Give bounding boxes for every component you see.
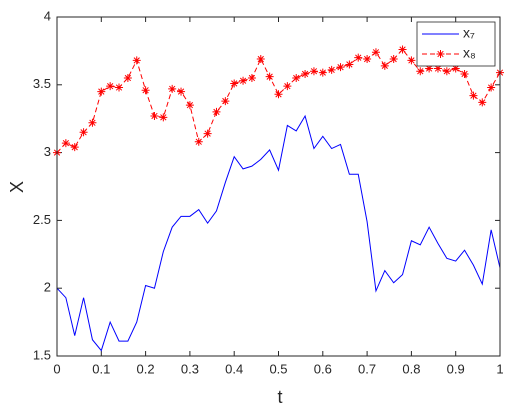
x-tick-label: 0.1 bbox=[92, 361, 110, 376]
plot-frame bbox=[56, 16, 501, 357]
marker bbox=[345, 60, 354, 69]
x-tick-label: 0.4 bbox=[225, 361, 243, 376]
y-tick-label: 3.5 bbox=[33, 76, 51, 91]
marker bbox=[194, 137, 203, 146]
marker bbox=[425, 64, 434, 73]
marker bbox=[265, 72, 274, 81]
x-axis-label: t bbox=[277, 387, 282, 407]
marker bbox=[177, 87, 186, 96]
marker bbox=[460, 69, 469, 78]
marker bbox=[185, 101, 194, 110]
y-tick-label: 2.5 bbox=[33, 212, 51, 227]
marker bbox=[141, 86, 150, 95]
marker bbox=[256, 55, 265, 64]
marker bbox=[327, 65, 336, 74]
marker bbox=[478, 98, 487, 107]
x-tick-label: 0.5 bbox=[269, 361, 287, 376]
x-tick-label: 0.3 bbox=[181, 361, 199, 376]
series-line bbox=[56, 114, 501, 352]
marker bbox=[247, 74, 256, 83]
marker bbox=[159, 113, 168, 122]
marker bbox=[239, 76, 248, 85]
y-tick-label: 4 bbox=[44, 8, 51, 23]
legend-marker bbox=[436, 50, 445, 58]
marker bbox=[451, 64, 460, 73]
marker bbox=[363, 55, 372, 64]
marker bbox=[301, 69, 310, 78]
x-tick-label: 0.7 bbox=[358, 361, 376, 376]
marker bbox=[88, 118, 97, 127]
marker bbox=[274, 90, 283, 99]
x-tick-label: 0.9 bbox=[447, 361, 465, 376]
marker bbox=[407, 56, 416, 65]
marker bbox=[132, 56, 141, 65]
marker bbox=[487, 83, 496, 92]
marker bbox=[283, 82, 292, 91]
y-tick-label: 1.5 bbox=[33, 347, 51, 362]
marker bbox=[106, 82, 115, 91]
marker bbox=[371, 48, 380, 57]
marker bbox=[212, 107, 221, 116]
x-tick-label: 0 bbox=[53, 361, 60, 376]
x-tick-label: 0.6 bbox=[314, 361, 332, 376]
marker bbox=[292, 74, 301, 83]
marker bbox=[442, 67, 451, 76]
marker bbox=[123, 74, 132, 83]
marker bbox=[336, 63, 345, 72]
marker bbox=[416, 67, 425, 76]
marker bbox=[389, 55, 398, 64]
y-axis-label: X bbox=[7, 181, 27, 193]
x-tick-label: 0.8 bbox=[402, 361, 420, 376]
legend-label: x₇ bbox=[463, 25, 475, 41]
marker bbox=[70, 143, 79, 152]
marker bbox=[354, 53, 363, 62]
legend-box bbox=[416, 21, 496, 67]
marker bbox=[61, 139, 70, 148]
x-tick-label: 1 bbox=[496, 361, 503, 376]
y-tick-label: 3 bbox=[44, 144, 51, 159]
marker bbox=[221, 97, 230, 106]
marker bbox=[309, 67, 318, 76]
marker bbox=[203, 129, 212, 138]
marker bbox=[469, 91, 478, 100]
x-tick-label: 0.2 bbox=[137, 361, 155, 376]
marker bbox=[168, 84, 177, 93]
marker bbox=[380, 61, 389, 70]
marker bbox=[97, 87, 106, 96]
marker bbox=[318, 68, 327, 77]
y-tick-label: 2 bbox=[44, 280, 51, 295]
series-line bbox=[56, 48, 501, 153]
marker bbox=[230, 79, 239, 88]
legend-label: x₈ bbox=[463, 45, 476, 61]
marker bbox=[150, 111, 159, 120]
marker bbox=[398, 45, 407, 54]
marker bbox=[79, 128, 88, 137]
marker bbox=[115, 83, 124, 92]
marker bbox=[433, 64, 442, 73]
